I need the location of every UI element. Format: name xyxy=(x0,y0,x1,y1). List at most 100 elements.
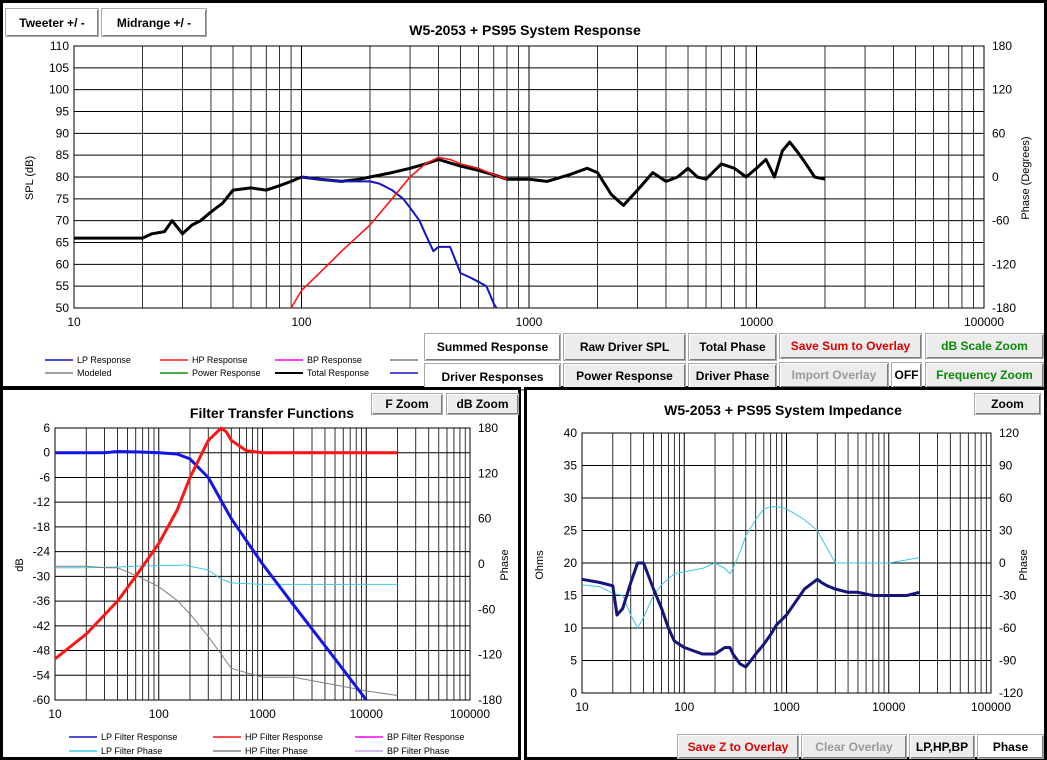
impedance-xtick-label: 10 xyxy=(575,700,589,714)
system-ytick-label: 90 xyxy=(56,126,70,140)
system-xtick-label: 1000 xyxy=(516,315,543,329)
impedance-xtick-label: 100 xyxy=(674,700,694,714)
filter-ylabel-right: Phase xyxy=(499,549,511,580)
system-ytick-label: 75 xyxy=(56,192,70,206)
system-ytick-label: 50 xyxy=(56,301,70,315)
system-ylabel-left: SPL (dB) xyxy=(24,156,36,200)
tweeter-button[interactable]: Tweeter +/ - xyxy=(5,8,99,37)
filter-y2tick-label: -180 xyxy=(478,693,502,707)
impedance-ytick-label: 20 xyxy=(564,556,578,570)
impedance-y2tick-label: 90 xyxy=(999,459,1013,473)
phase-button[interactable]: Phase xyxy=(977,734,1044,759)
raw-driver-spl-button[interactable]: Raw Driver SPL xyxy=(563,333,686,361)
system-xtick-label: 10000 xyxy=(740,315,774,329)
filter-ytick-label: 6 xyxy=(43,421,50,435)
total-response-line xyxy=(74,140,826,240)
system-response-panel: W5-2053 + PS95 System Response SPL (dB) … xyxy=(0,0,1047,391)
system-chart-title: W5-2053 + PS95 System Response xyxy=(409,22,641,38)
hp-filter-response-line xyxy=(54,426,398,660)
filter-transfer-panel: Filter Transfer Functions dB Phase -60 -5… xyxy=(0,387,521,760)
hp-response-line xyxy=(290,156,508,309)
impedance-line xyxy=(581,561,920,669)
system-ytick-label: 100 xyxy=(49,83,69,97)
system-y2tick-label: 180 xyxy=(992,39,1012,53)
impedance-ytick-label: 10 xyxy=(564,621,578,635)
system-legend-label: Modeled xyxy=(77,368,112,378)
impedance-y2tick-label: -60 xyxy=(999,621,1017,635)
filter-legend-label: HP Filter Response xyxy=(245,732,323,742)
overlay-off-toggle[interactable]: OFF xyxy=(891,362,922,388)
total-phase-button[interactable]: Total Phase xyxy=(688,333,777,361)
system-legend-label: Power Response xyxy=(192,368,261,378)
system-ytick-label: 60 xyxy=(56,257,70,271)
save-z-to-overlay-button[interactable]: Save Z to Overlay xyxy=(677,734,799,759)
filter-ytick-label: -24 xyxy=(33,545,51,559)
system-ytick-label: 80 xyxy=(56,170,70,184)
clear-overlay-button[interactable]: Clear Overlay xyxy=(801,734,907,759)
impedance-y2tick-label: -90 xyxy=(999,654,1017,668)
summed-response-button[interactable]: Summed Response xyxy=(424,333,561,361)
filter-ytick-label: -18 xyxy=(33,520,51,534)
db-scale-zoom-button[interactable]: dB Scale Zoom xyxy=(925,333,1044,359)
save-sum-to-overlay-button[interactable]: Save Sum to Overlay xyxy=(779,333,922,359)
system-xtick-label: 100 xyxy=(291,315,311,329)
filter-xtick-label: 10 xyxy=(48,707,62,721)
filter-legend-label: HP Filter Phase xyxy=(245,746,308,756)
power-response-button[interactable]: Power Response xyxy=(563,363,686,389)
impedance-ylabel-right: Phase xyxy=(1018,549,1030,580)
system-impedance-panel: W5-2053 + PS95 System Impedance Ohms Pha… xyxy=(524,387,1047,760)
filter-f-zoom-button[interactable]: F Zoom xyxy=(371,393,443,415)
filter-y2tick-label: 180 xyxy=(478,421,498,435)
filter-plot-frame xyxy=(54,427,471,701)
frequency-zoom-button[interactable]: Frequency Zoom xyxy=(925,362,1044,388)
filter-legend-label: LP Filter Phase xyxy=(101,746,162,756)
midrange-button[interactable]: Midrange +/ - xyxy=(101,8,207,37)
import-overlay-button[interactable]: Import Overlay xyxy=(779,362,889,388)
impedance-phase-line xyxy=(581,506,920,629)
impedance-xtick-label: 10000 xyxy=(872,700,906,714)
filter-ytick-label: -54 xyxy=(33,668,51,682)
impedance-ylabel-left: Ohms xyxy=(534,550,546,580)
impedance-y2tick-label: -30 xyxy=(999,589,1017,603)
impedance-ytick-label: 0 xyxy=(570,686,577,700)
impedance-xtick-label: 1000 xyxy=(773,700,800,714)
filter-y2tick-label: 60 xyxy=(478,512,492,526)
impedance-y2tick-label: 0 xyxy=(999,556,1006,570)
filter-y2tick-label: -120 xyxy=(478,648,502,662)
system-ytick-label: 105 xyxy=(49,61,69,75)
system-ytick-label: 85 xyxy=(56,148,70,162)
filter-ytick-label: -30 xyxy=(33,569,51,583)
impedance-ytick-label: 5 xyxy=(570,654,577,668)
lp-hp-bp-button[interactable]: LP,HP,BP xyxy=(909,734,975,759)
filter-y2tick-label: 120 xyxy=(478,466,498,480)
filter-y2tick-label: 0 xyxy=(478,557,485,571)
impedance-y2tick-label: -120 xyxy=(999,686,1023,700)
system-ytick-label: 95 xyxy=(56,105,70,119)
system-y2tick-label: -120 xyxy=(992,257,1016,271)
filter-ytick-label: -12 xyxy=(33,495,51,509)
filter-y2tick-label: -60 xyxy=(478,602,496,616)
filter-ytick-label: -6 xyxy=(39,470,50,484)
lp-filter-response-line xyxy=(55,450,368,701)
driver-responses-button[interactable]: Driver Responses xyxy=(424,363,561,391)
system-y2tick-label: 120 xyxy=(992,83,1012,97)
impedance-y2tick-label: 60 xyxy=(999,491,1013,505)
impedance-zoom-button[interactable]: Zoom xyxy=(974,393,1041,415)
system-xtick-label: 10 xyxy=(67,315,81,329)
impedance-ytick-label: 25 xyxy=(564,524,578,538)
lp-filter-phase-line xyxy=(55,564,398,585)
impedance-ytick-label: 30 xyxy=(564,491,578,505)
filter-ytick-label: -36 xyxy=(33,594,51,608)
system-plot-frame xyxy=(73,45,985,309)
system-legend-label: BP Response xyxy=(307,355,362,365)
filter-ytick-label: -42 xyxy=(33,619,51,633)
system-ylabel-right: Phase (Degrees) xyxy=(1020,136,1032,219)
impedance-y2tick-label: 120 xyxy=(999,426,1019,440)
system-ytick-label: 110 xyxy=(50,39,69,53)
filter-legend-label: LP Filter Response xyxy=(101,732,177,742)
filter-db-zoom-button[interactable]: dB Zoom xyxy=(446,393,519,415)
lp-response-line xyxy=(301,176,498,309)
driver-phase-button[interactable]: Driver Phase xyxy=(688,363,777,389)
filter-ytick-label: -60 xyxy=(33,693,51,707)
filter-legend-label: BP Filter Response xyxy=(387,732,464,742)
